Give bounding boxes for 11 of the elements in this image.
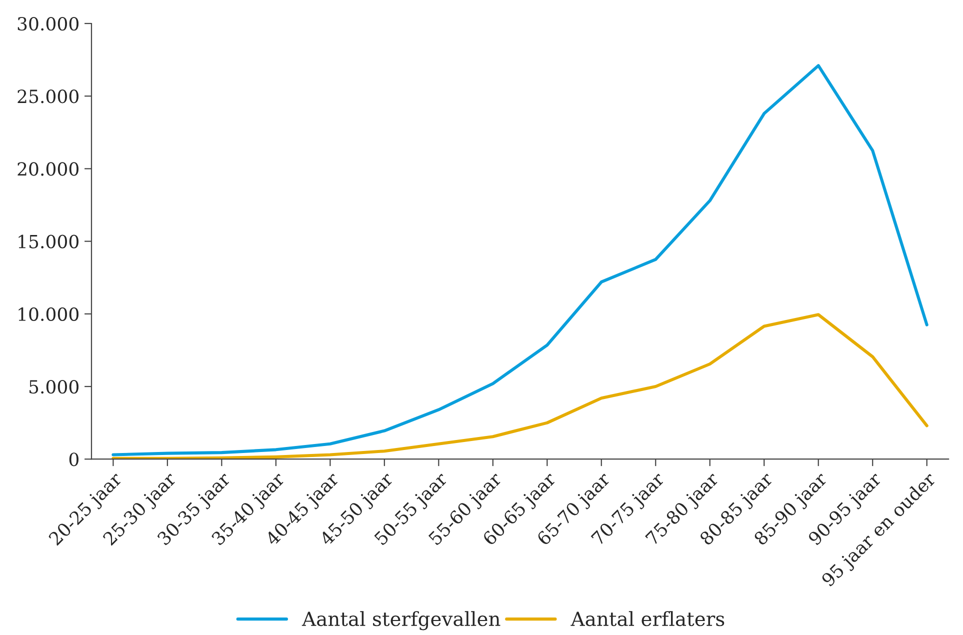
y-tick-label: 10.000 bbox=[18, 307, 78, 322]
legend-label: Aantal sterfgevallen bbox=[302, 611, 500, 630]
line-series bbox=[112, 64, 928, 456]
legend-label: Aantal erflaters bbox=[570, 611, 724, 626]
y-tick-label: 20.000 bbox=[18, 162, 78, 176]
y-tick-label: 15.000 bbox=[18, 234, 78, 248]
y-tick-label: 5.000 bbox=[30, 380, 78, 394]
y-tick-label: 0 bbox=[69, 452, 78, 466]
line-series bbox=[112, 313, 928, 460]
y-tick-label: 25.000 bbox=[18, 90, 78, 104]
y-tick-label: 30.000 bbox=[18, 16, 78, 31]
